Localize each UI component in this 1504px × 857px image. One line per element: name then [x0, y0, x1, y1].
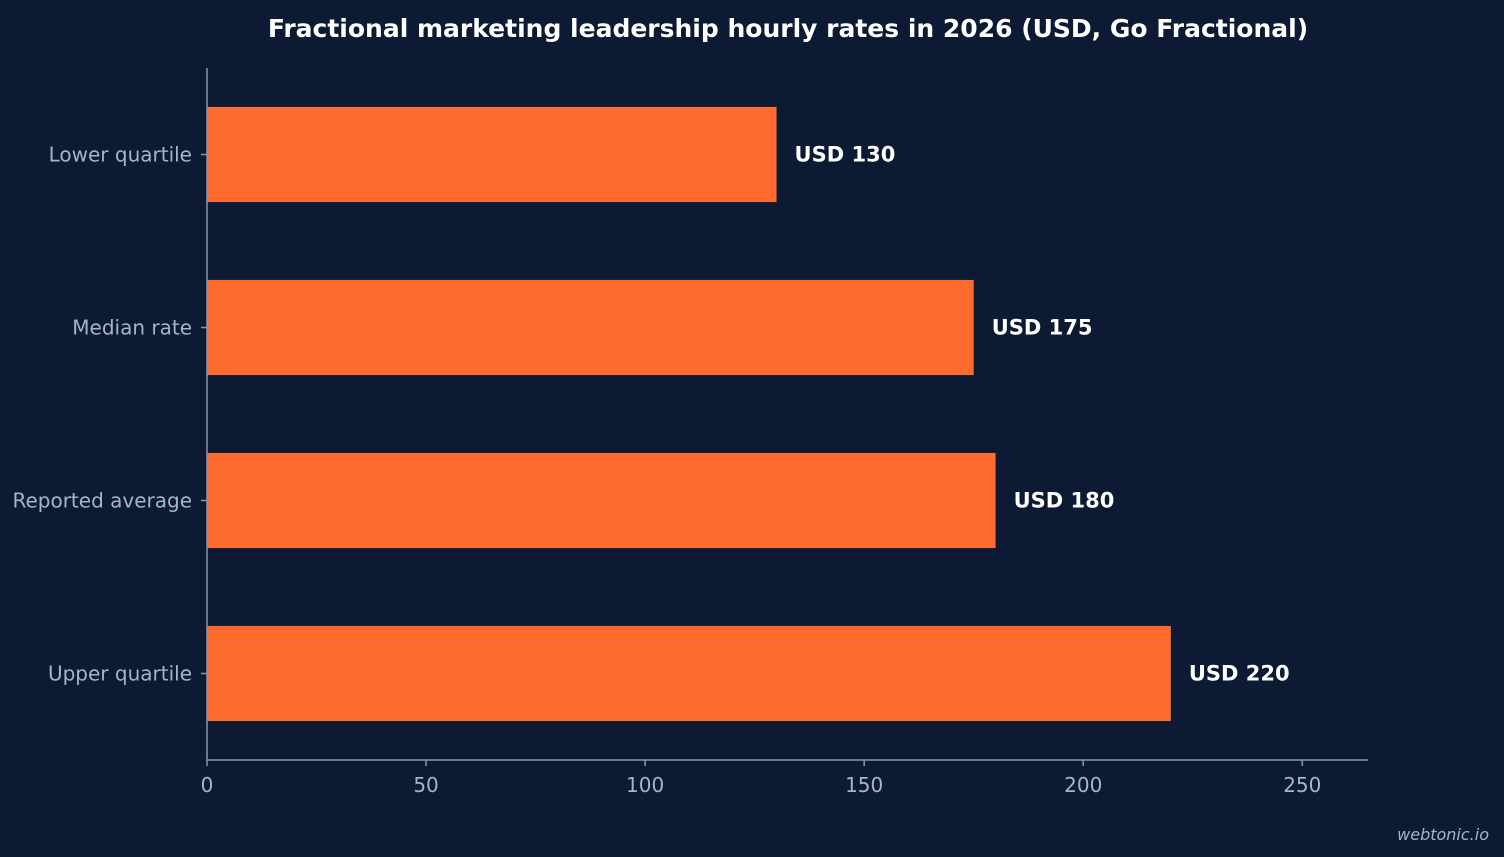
y-tick-label: Lower quartile	[49, 143, 192, 167]
y-tick-label: Upper quartile	[48, 662, 192, 686]
x-tick-label: 50	[413, 773, 438, 797]
bar-lower-quartile	[207, 106, 777, 203]
data-label: USD 175	[992, 316, 1093, 340]
y-tick-label: Median rate	[72, 316, 192, 340]
x-tick-label: 250	[1283, 773, 1321, 797]
bar-upper-quartile	[207, 625, 1171, 722]
watermark: webtonic.io	[1397, 825, 1489, 844]
y-tick-label: Reported average	[12, 489, 192, 513]
y-axis: Lower quartile Median rate Reported averag…	[12, 68, 208, 760]
x-axis: 0 50 100 150 200 250	[201, 759, 1368, 797]
x-tick-label: 100	[626, 773, 664, 797]
bars-group: USD 130 USD 175 USD 180 USD 220	[207, 106, 1290, 722]
x-tick-label: 200	[1064, 773, 1102, 797]
chart-title: Fractional marketing leadership hourly r…	[268, 14, 1308, 43]
x-tick-label: 150	[845, 773, 883, 797]
data-label: USD 180	[1014, 489, 1115, 513]
bar-median-rate	[207, 279, 974, 376]
data-label: USD 130	[795, 143, 896, 167]
x-tick-label: 0	[201, 773, 214, 797]
bar-reported-average	[207, 452, 996, 549]
data-label: USD 220	[1189, 662, 1290, 686]
